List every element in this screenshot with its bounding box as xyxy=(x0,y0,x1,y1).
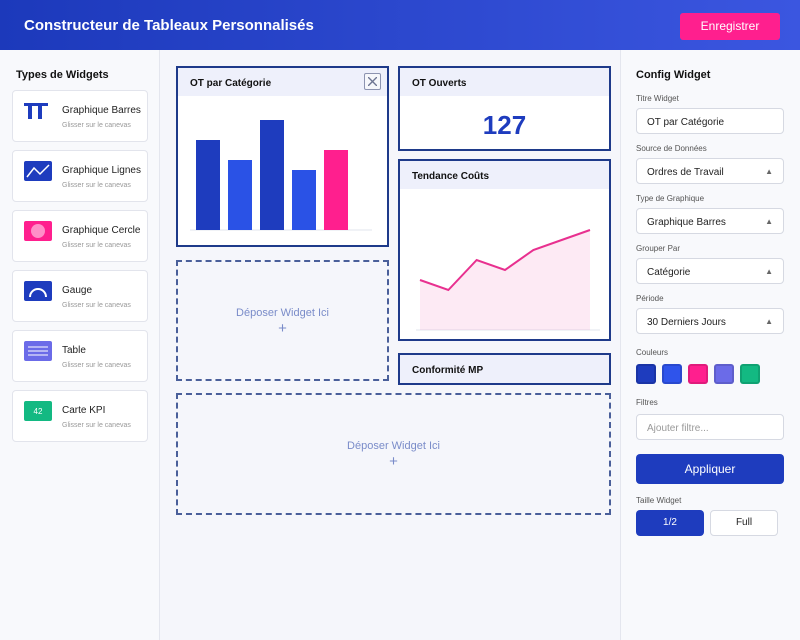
widget-type-card[interactable]: Graphique Lignes Glisser sur le canevas xyxy=(12,150,148,202)
icon-part xyxy=(31,224,45,238)
icon-part xyxy=(26,164,50,178)
drop-text: Déposer Widget Ici xyxy=(347,440,440,452)
close-icon xyxy=(368,77,377,86)
dropdown-arrow: ▲ xyxy=(765,217,773,226)
color-swatch[interactable] xyxy=(740,364,760,384)
config-title: Config Widget xyxy=(636,69,711,81)
colors-label: Couleurs xyxy=(636,348,669,357)
widget-type-card[interactable]: 42 Carte KPI Glisser sur le canevas xyxy=(12,390,148,442)
graphic xyxy=(24,281,52,301)
line xyxy=(419,229,591,292)
filters-label: Filtres xyxy=(636,398,658,407)
filter-placeholder: Ajouter filtre... xyxy=(647,423,709,434)
field-label: Type de Graphique xyxy=(636,194,705,203)
save-button[interactable]: Enregistrer xyxy=(680,13,780,40)
widget-type-label: Table xyxy=(62,345,86,356)
close-button[interactable] xyxy=(364,73,381,90)
dropdown-arrow: ▲ xyxy=(765,317,773,326)
sidebar-title: Types de Widgets xyxy=(16,69,109,81)
widget-type-hint: Glisser sur le canevas xyxy=(62,422,131,429)
widget-type-hint: Glisser sur le canevas xyxy=(62,362,131,369)
area xyxy=(420,230,590,330)
filter-input[interactable]: Ajouter filtre... xyxy=(636,414,784,440)
field-value: 30 Derniers Jours xyxy=(647,317,726,328)
graphic xyxy=(24,103,48,119)
bar xyxy=(196,140,220,230)
select[interactable]: 30 Derniers Jours ▲ xyxy=(636,308,784,334)
field-label: Grouper Par xyxy=(636,244,681,253)
widget-type-label: Gauge xyxy=(62,285,93,296)
field-value: OT par Catégorie xyxy=(647,117,725,128)
widget-type-hint: Glisser sur le canevas xyxy=(62,122,131,129)
header xyxy=(0,0,800,50)
color-swatch[interactable] xyxy=(714,364,734,384)
drop-plus: + xyxy=(389,453,398,470)
graphic xyxy=(190,120,372,231)
widget-compliance: Conformité MP xyxy=(398,353,611,385)
graphic: 42 xyxy=(24,401,52,421)
widget-type-label: Graphique Cercle xyxy=(62,225,141,236)
widget-bar-chart: OT par Catégorie xyxy=(176,66,389,247)
drop-zone[interactable]: Déposer Widget Ici + xyxy=(176,393,611,515)
page-title: Constructeur de Tableaux Personnalisés xyxy=(24,17,314,34)
widget-type-card[interactable]: Graphique Barres Glisser sur le canevas xyxy=(12,90,148,142)
graphic xyxy=(24,341,52,361)
graphic xyxy=(24,161,52,181)
widget-type-hint: Glisser sur le canevas xyxy=(62,242,131,249)
field-value: Ordres de Travail xyxy=(647,167,724,178)
color-swatch[interactable] xyxy=(688,364,708,384)
kpi-value: 127 xyxy=(482,110,527,140)
icon-part xyxy=(29,288,47,298)
field-value: Graphique Barres xyxy=(647,217,726,228)
color-swatch[interactable] xyxy=(636,364,656,384)
graphic xyxy=(416,229,600,331)
widget-type-label: Graphique Lignes xyxy=(62,165,141,176)
select[interactable]: Catégorie ▲ xyxy=(636,258,784,284)
size-option[interactable]: Full xyxy=(710,510,778,536)
apply-button[interactable]: Appliquer xyxy=(636,454,784,484)
field-label: Période xyxy=(636,294,664,303)
size-option[interactable]: 1/2 xyxy=(636,510,704,536)
widget-title: OT Ouverts xyxy=(400,68,609,96)
widget-line-chart: Tendance Coûts xyxy=(398,159,611,341)
widget-type-hint: Glisser sur le canevas xyxy=(62,182,131,189)
icon-part xyxy=(28,103,32,119)
icon-part xyxy=(24,103,48,106)
bar xyxy=(324,150,348,230)
icon-part xyxy=(24,281,52,301)
select[interactable]: Ordres de Travail ▲ xyxy=(636,158,784,184)
field-value: Catégorie xyxy=(647,267,691,278)
graphic xyxy=(368,77,377,86)
color-swatch[interactable] xyxy=(662,364,682,384)
drop-plus: + xyxy=(278,320,287,337)
bar xyxy=(292,170,316,230)
size-label: Taille Widget xyxy=(636,496,682,505)
icon-text: 42 xyxy=(34,407,43,416)
dropdown-arrow: ▲ xyxy=(765,267,773,276)
graphic xyxy=(24,221,52,241)
widget-title: Conformité MP xyxy=(400,355,609,383)
widget-type-card[interactable]: Gauge Glisser sur le canevas xyxy=(12,270,148,322)
widget-type-label: Carte KPI xyxy=(62,405,106,416)
dropdown-arrow: ▲ xyxy=(765,167,773,176)
widget-type-label: Graphique Barres xyxy=(62,105,141,116)
config-panel xyxy=(620,50,800,640)
icon-part xyxy=(38,103,42,119)
field-label: Titre Widget xyxy=(636,94,679,103)
widget-type-card[interactable]: Table Glisser sur le canevas xyxy=(12,330,148,382)
widget-type-card[interactable]: Graphique Cercle Glisser sur le canevas xyxy=(12,210,148,262)
widget-kpi: OT Ouverts 127 xyxy=(398,66,611,151)
bar xyxy=(228,160,252,230)
icon-part xyxy=(24,401,52,421)
drop-zone[interactable]: Déposer Widget Ici + xyxy=(176,260,389,381)
widget-title: OT par Catégorie xyxy=(178,68,387,96)
widget-type-hint: Glisser sur le canevas xyxy=(62,302,131,309)
bar xyxy=(260,120,284,230)
select[interactable]: Graphique Barres ▲ xyxy=(636,208,784,234)
widget-title: Tendance Coûts xyxy=(400,161,609,189)
field-label: Source de Données xyxy=(636,144,707,153)
text-input[interactable]: OT par Catégorie xyxy=(636,108,784,134)
drop-text: Déposer Widget Ici xyxy=(236,307,329,319)
